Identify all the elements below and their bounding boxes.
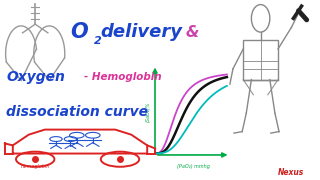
Text: delivery: delivery xyxy=(101,23,183,41)
Text: (PaO₂) mmhg: (PaO₂) mmhg xyxy=(177,164,210,169)
Text: - Hemoglobin: - Hemoglobin xyxy=(84,72,162,82)
Text: Hemoglobin: Hemoglobin xyxy=(21,164,50,169)
Text: Nexus: Nexus xyxy=(278,168,304,177)
Text: dissociation curve: dissociation curve xyxy=(6,105,148,119)
Text: 2: 2 xyxy=(94,35,102,46)
Text: Oxygen: Oxygen xyxy=(6,70,65,84)
Text: (SaO₂)%: (SaO₂)% xyxy=(146,102,150,122)
Text: &: & xyxy=(185,25,199,40)
Text: O: O xyxy=(70,22,88,42)
